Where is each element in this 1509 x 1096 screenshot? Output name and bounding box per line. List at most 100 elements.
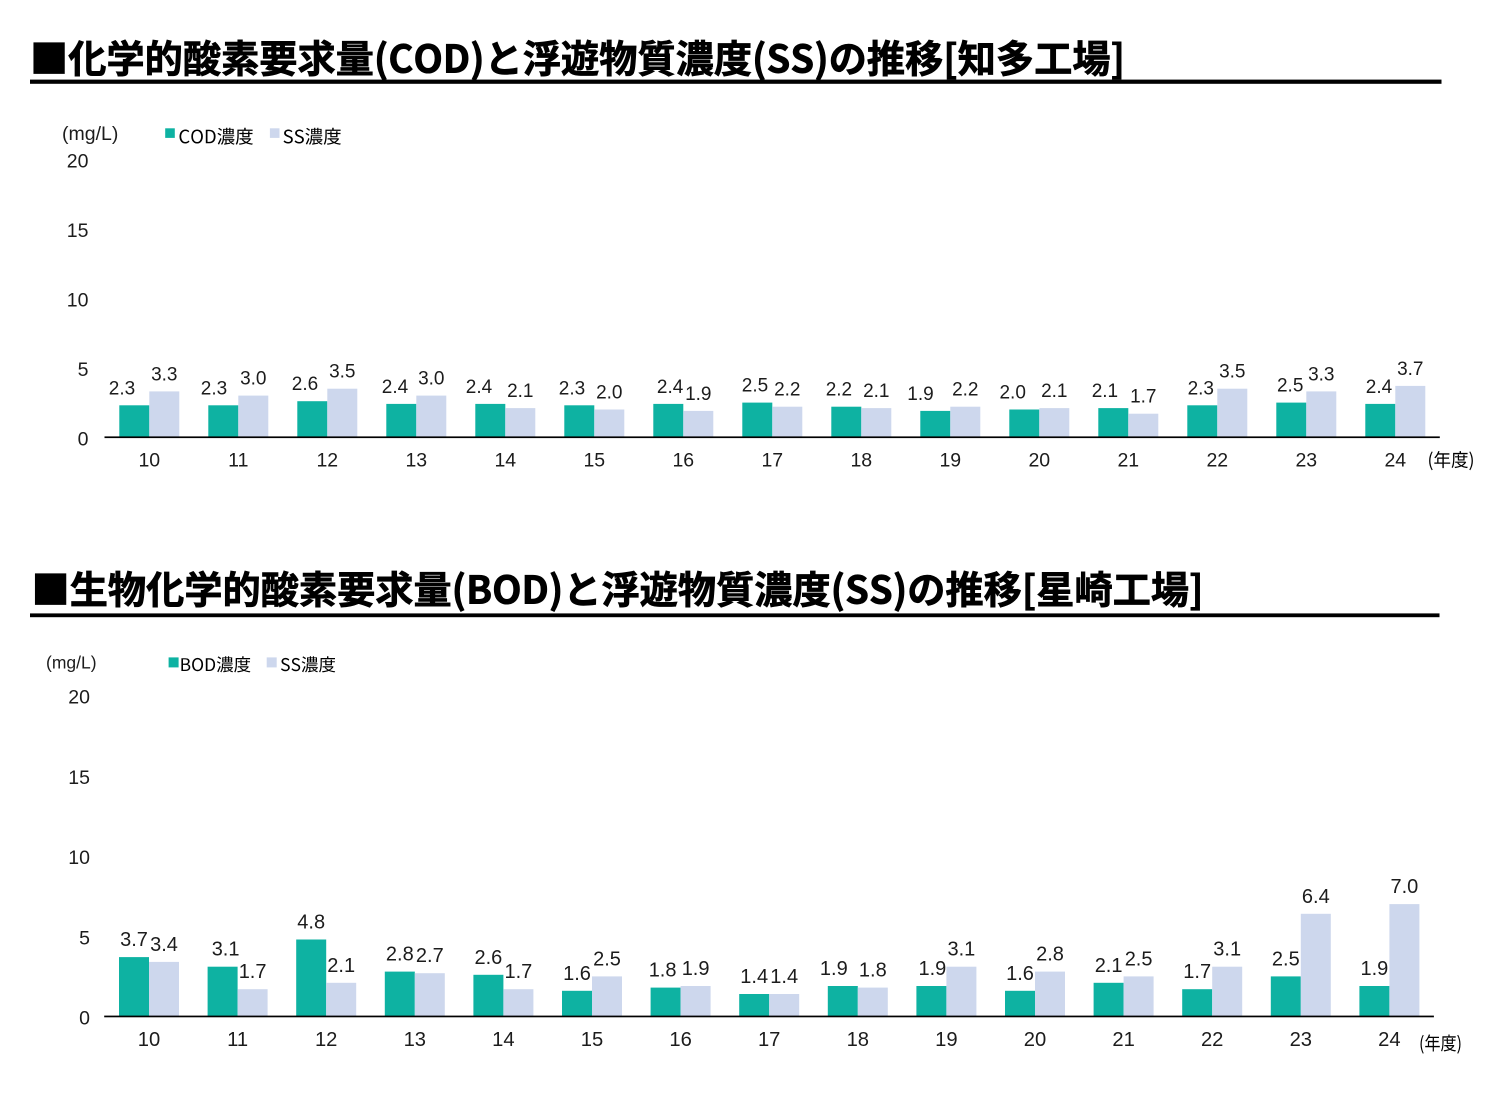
svg-text:3.7: 3.7 [1397, 359, 1423, 380]
svg-text:1.9: 1.9 [685, 384, 711, 405]
svg-text:1.9: 1.9 [820, 958, 848, 980]
svg-text:15: 15 [583, 450, 605, 472]
svg-text:2.3: 2.3 [559, 378, 585, 399]
svg-text:3.5: 3.5 [329, 362, 355, 383]
svg-text:2.0: 2.0 [999, 383, 1025, 404]
svg-text:17: 17 [761, 450, 783, 472]
svg-text:1.9: 1.9 [682, 958, 710, 980]
svg-text:3.3: 3.3 [1308, 364, 1334, 385]
svg-text:23: 23 [1295, 450, 1317, 472]
svg-text:2.7: 2.7 [416, 945, 444, 967]
svg-text:1.9: 1.9 [918, 958, 946, 980]
svg-text:1.7: 1.7 [1130, 387, 1156, 408]
svg-text:3.5: 3.5 [1219, 362, 1245, 383]
svg-text:23: 23 [1290, 1029, 1312, 1051]
svg-text:12: 12 [316, 450, 338, 472]
svg-text:11: 11 [228, 450, 248, 472]
svg-text:3.3: 3.3 [151, 364, 177, 385]
svg-text:22: 22 [1201, 1029, 1223, 1051]
svg-text:10: 10 [67, 289, 89, 311]
svg-text:(mg/L): (mg/L) [62, 123, 118, 145]
svg-text:24: 24 [1378, 1029, 1400, 1051]
svg-text:7.0: 7.0 [1390, 876, 1418, 898]
svg-text:20: 20 [1024, 1029, 1046, 1051]
svg-text:2.1: 2.1 [863, 381, 889, 402]
svg-text:2.8: 2.8 [386, 944, 414, 966]
svg-text:1.4: 1.4 [770, 966, 798, 988]
svg-text:2.5: 2.5 [1272, 948, 1300, 970]
svg-text:24: 24 [1384, 450, 1406, 472]
svg-text:14: 14 [494, 450, 516, 472]
svg-text:19: 19 [939, 450, 961, 472]
svg-text:3.4: 3.4 [150, 934, 178, 956]
svg-text:2.1: 2.1 [1041, 381, 1067, 402]
svg-text:1.6: 1.6 [563, 963, 591, 985]
svg-text:5: 5 [79, 927, 90, 949]
svg-text:10: 10 [138, 450, 160, 472]
svg-text:2.3: 2.3 [1188, 378, 1214, 399]
svg-text:16: 16 [669, 1029, 691, 1051]
svg-text:6.4: 6.4 [1302, 886, 1330, 908]
svg-text:2.3: 2.3 [109, 378, 135, 399]
svg-text:2.6: 2.6 [292, 374, 318, 395]
svg-text:2.5: 2.5 [1277, 376, 1303, 397]
svg-text:20: 20 [1028, 450, 1050, 472]
svg-text:1.9: 1.9 [1360, 958, 1388, 980]
svg-text:2.8: 2.8 [1036, 944, 1064, 966]
svg-text:0: 0 [78, 428, 89, 450]
svg-text:2.1: 2.1 [507, 381, 533, 402]
svg-text:2.1: 2.1 [1095, 955, 1123, 977]
svg-text:16: 16 [672, 450, 694, 472]
svg-text:1.6: 1.6 [1006, 963, 1034, 985]
svg-text:(mg/L): (mg/L) [46, 653, 97, 673]
svg-text:2.2: 2.2 [826, 380, 852, 401]
svg-text:1.9: 1.9 [907, 384, 933, 405]
svg-text:0: 0 [79, 1008, 90, 1030]
svg-text:10: 10 [138, 1029, 160, 1051]
svg-text:18: 18 [850, 450, 872, 472]
svg-text:1.8: 1.8 [649, 960, 677, 982]
svg-text:11: 11 [227, 1029, 248, 1051]
svg-text:21: 21 [1117, 450, 1139, 472]
svg-text:17: 17 [758, 1029, 780, 1051]
svg-text:21: 21 [1112, 1029, 1134, 1051]
svg-text:15: 15 [581, 1029, 603, 1051]
svg-text:2.4: 2.4 [1366, 377, 1393, 398]
svg-text:3.0: 3.0 [418, 369, 444, 390]
svg-text:19: 19 [935, 1029, 957, 1051]
svg-text:1.4: 1.4 [740, 966, 768, 988]
svg-text:20: 20 [68, 687, 90, 709]
svg-text:5: 5 [78, 359, 89, 381]
svg-text:1.8: 1.8 [859, 960, 887, 982]
svg-text:1.7: 1.7 [239, 961, 267, 983]
svg-text:14: 14 [492, 1029, 514, 1051]
svg-text:2.2: 2.2 [952, 380, 978, 401]
svg-text:13: 13 [405, 450, 427, 472]
svg-text:2.0: 2.0 [596, 383, 622, 404]
svg-text:2.5: 2.5 [593, 948, 621, 970]
svg-text:4.8: 4.8 [297, 911, 325, 933]
svg-text:15: 15 [67, 220, 89, 242]
svg-text:3.7: 3.7 [120, 929, 148, 951]
svg-text:2.5: 2.5 [742, 376, 768, 397]
svg-text:3.1: 3.1 [947, 939, 975, 961]
svg-text:3.1: 3.1 [1213, 939, 1241, 961]
svg-text:12: 12 [315, 1029, 337, 1051]
svg-text:2.6: 2.6 [474, 947, 502, 969]
svg-text:2.2: 2.2 [774, 380, 800, 401]
svg-text:3.1: 3.1 [212, 939, 240, 961]
svg-text:18: 18 [847, 1029, 869, 1051]
svg-text:13: 13 [404, 1029, 426, 1051]
svg-text:10: 10 [68, 847, 90, 869]
svg-text:1.7: 1.7 [504, 961, 532, 983]
svg-text:2.4: 2.4 [466, 377, 493, 398]
svg-text:2.4: 2.4 [657, 377, 684, 398]
svg-text:22: 22 [1206, 450, 1228, 472]
svg-text:15: 15 [68, 767, 90, 789]
svg-text:20: 20 [67, 150, 89, 172]
svg-text:3.0: 3.0 [240, 369, 266, 390]
svg-text:2.4: 2.4 [382, 377, 409, 398]
svg-text:2.1: 2.1 [1092, 381, 1118, 402]
svg-text:2.1: 2.1 [327, 955, 355, 977]
svg-text:1.7: 1.7 [1183, 961, 1211, 983]
